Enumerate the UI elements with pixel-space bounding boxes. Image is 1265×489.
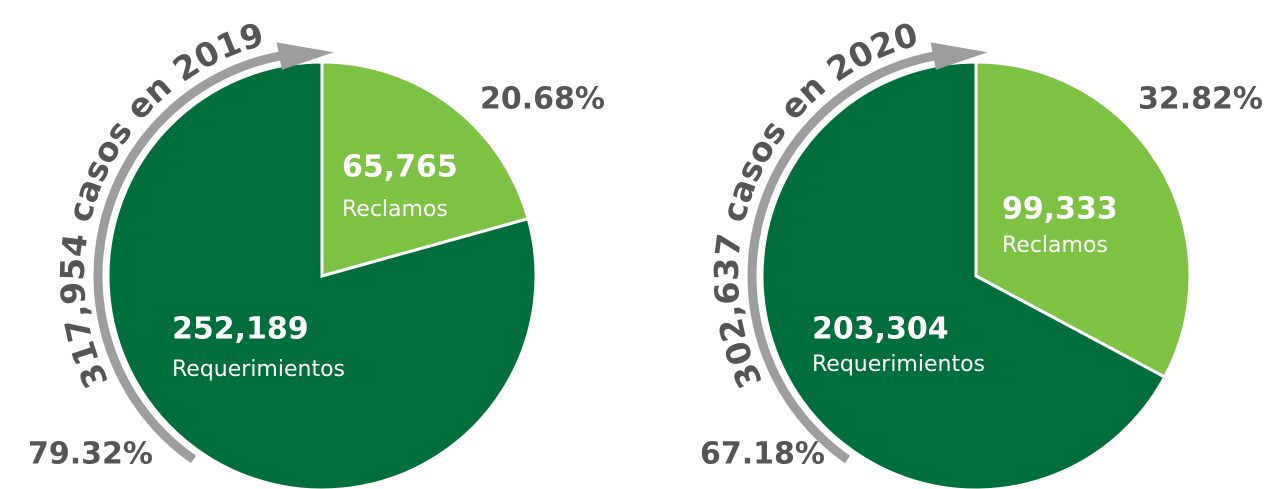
percent-label: 79.32% bbox=[28, 437, 153, 472]
pie-slice bbox=[974, 60, 1192, 380]
value-label: 65,765 bbox=[342, 150, 458, 185]
value-label: 203,304 bbox=[812, 312, 949, 347]
arc-arrow bbox=[747, 50, 938, 464]
percent-label: 20.68% bbox=[480, 82, 605, 117]
percent-label: 67.18% bbox=[700, 437, 825, 472]
pie-slice bbox=[320, 60, 531, 278]
arrow-head bbox=[276, 42, 334, 70]
pie-slice bbox=[760, 60, 1167, 489]
value-label: 252,189 bbox=[172, 312, 309, 347]
arc-arrow bbox=[93, 50, 284, 464]
category-label: Requerimientos bbox=[812, 352, 985, 377]
category-label: Reclamos bbox=[342, 197, 448, 222]
category-label: Reclamos bbox=[1002, 233, 1108, 258]
arrow-head bbox=[930, 42, 988, 70]
pie-slice bbox=[106, 60, 538, 489]
percent-label: 32.82% bbox=[1138, 82, 1263, 117]
value-label: 99,333 bbox=[1002, 192, 1118, 227]
category-label: Requerimientos bbox=[172, 357, 345, 382]
